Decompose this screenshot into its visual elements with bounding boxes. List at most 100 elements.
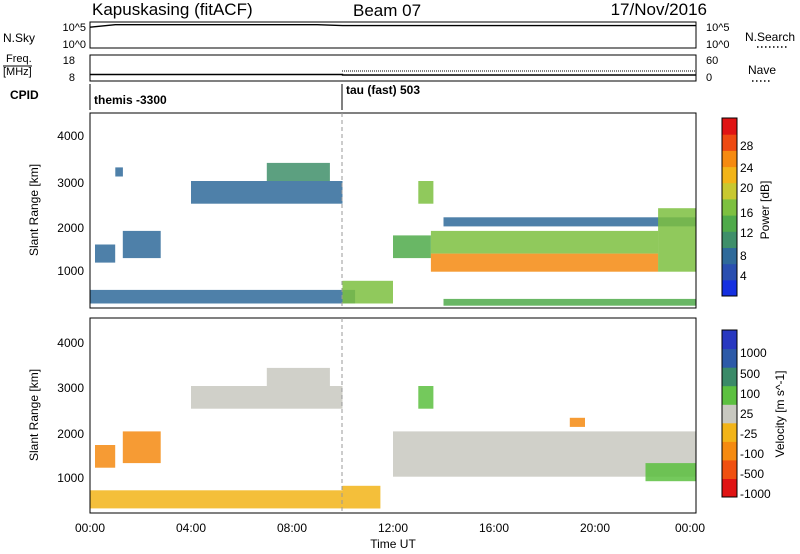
power-cbar-swatch-3 [722,231,737,248]
power-region-5 [266,162,330,181]
power-region-0 [90,289,356,304]
velocity-region-3 [191,386,343,409]
power-region-8 [418,181,434,204]
velocity-region-8 [569,417,585,427]
power-colorbar-swatches [722,118,737,297]
velocity-colorbar-swatches [722,330,737,498]
power-region-1 [95,244,116,263]
cpid-panel: CPID themis -3300 tau (fast) 503 [10,83,420,110]
nsky-tick-bottom: 10^0 [62,39,86,51]
xtick-5: 20:00 [580,521,610,535]
xtick-6: 00:00 [675,521,705,535]
power-cbar-tick-24: 24 [740,161,754,175]
velocity-panel: 4000 3000 2000 1000 Slant Range [km] [27,317,697,514]
vel-cbar-swatch-0 [722,478,737,498]
velocity-ytick-4000: 4000 [57,336,84,350]
power-region-3 [115,167,123,177]
velocity-ytick-3000: 3000 [57,381,84,395]
power-ytick-2000: 2000 [57,221,84,235]
power-cbar-swatch-10 [722,118,737,135]
power-region-11 [443,217,696,227]
vel-cbar-swatch-1 [722,459,737,479]
beam-title: Beam 07 [353,1,421,20]
cpid-mode-1: themis -3300 [94,93,167,107]
xtick-2: 08:00 [277,521,307,535]
velocity-colorbar: 1000 500 100 25 -25 -100 -500 -1000 Velo… [721,329,787,501]
nave-tick-bottom: 0 [706,72,712,84]
power-region-13 [658,208,696,272]
cpid-mode-2: tau (fast) 503 [346,83,420,97]
power-region-12 [443,298,696,306]
power-cbar-swatch-4 [722,215,737,232]
power-cbar-swatch-8 [722,150,737,168]
x-axis: 00:00 04:00 08:00 12:00 16:00 20:00 00:0… [75,521,705,551]
power-cbar-swatch-0 [722,279,737,297]
power-cbar-tick-16: 16 [740,206,754,220]
freq-label-1: Freq. [6,53,32,65]
power-cbar-tick-20: 20 [740,181,754,195]
freq-tick-bottom: 8 [69,72,75,84]
power-cbar-swatch-2 [722,247,737,265]
velocity-ylabel: Slant Range [km] [27,369,41,461]
vel-cbar-swatch-6 [722,367,737,387]
nave-tick-top: 60 [706,55,718,67]
vel-cbar-tick-m100: -100 [740,447,764,461]
power-heatmap [90,162,696,306]
power-panel: 4000 3000 2000 1000 Slant Range [km] [27,112,697,309]
vel-cbar-tick-m25: -25 [740,427,758,441]
freq-series-line [90,73,696,76]
nsearch-label: N.Search [745,30,795,44]
freq-label-2: [MHz] [3,66,32,78]
power-ytick-1000: 1000 [57,264,84,278]
vel-cbar-tick-25: 25 [740,407,754,421]
xtick-3: 12:00 [378,521,408,535]
freq-panel: Freq. [MHz] 18 8 60 0 Nave [3,53,776,84]
nsky-series-line [89,24,696,28]
power-cbar-tick-12: 12 [740,226,754,240]
xtick-4: 16:00 [479,521,509,535]
power-cbar-swatch-6 [722,182,737,200]
power-region-4 [191,181,343,204]
velocity-region-2 [122,431,161,464]
vel-cbar-tick-500: 500 [740,367,760,381]
vel-cbar-swatch-3 [722,422,737,442]
power-cbar-label: Power [dB] [758,181,772,240]
power-cbar-swatch-1 [722,263,737,281]
freq-tick-top: 18 [63,55,75,67]
velocity-heatmap [90,367,696,509]
velocity-ytick-1000: 1000 [57,471,84,485]
power-colorbar: 28 24 20 16 12 8 4 Power [dB] [721,117,772,297]
power-cbar-swatch-7 [722,166,737,184]
power-ytick-3000: 3000 [57,176,84,190]
xtick-0: 00:00 [75,521,105,535]
vel-cbar-tick-m500: -500 [740,467,764,481]
velocity-region-5 [342,485,381,509]
nsearch-tick-bottom: 10^0 [706,39,730,51]
vel-cbar-swatch-5 [722,385,737,405]
nsky-label: N.Sky [3,31,35,45]
velocity-region-1 [95,445,116,468]
power-y-ticks: 4000 3000 2000 1000 [57,129,84,278]
power-ytick-4000: 4000 [57,129,84,143]
station-title: Kapuskasing (fitACF) [92,0,253,19]
vel-cbar-swatch-8 [722,330,737,350]
power-region-9 [430,230,659,254]
power-region-2 [122,230,161,259]
velocity-region-7 [418,386,434,409]
velocity-y-ticks: 4000 3000 2000 1000 [57,336,84,485]
nsky-tick-top: 10^5 [62,22,86,34]
date-title: 17/Nov/2016 [611,0,707,19]
power-cbar-swatch-9 [722,134,737,151]
velocity-region-9 [645,463,696,482]
power-cbar-swatch-5 [722,198,737,216]
vel-cbar-tick-m1000: -1000 [740,487,771,501]
velocity-ytick-2000: 2000 [57,427,84,441]
xlabel: Time UT [370,537,416,551]
velocity-region-0 [90,490,343,509]
power-region-7 [393,235,431,259]
vel-cbar-swatch-2 [722,441,737,461]
vel-cbar-tick-100: 100 [740,387,760,401]
vel-cbar-swatch-7 [722,348,737,368]
nsky-panel: N.Sky 10^5 10^0 10^5 10^0 N.Search [3,21,795,51]
